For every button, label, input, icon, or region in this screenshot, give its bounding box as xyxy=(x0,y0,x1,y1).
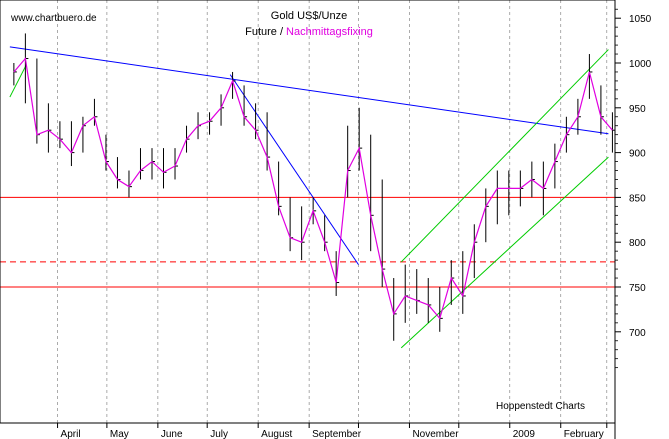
y-tick-label: 900 xyxy=(629,149,646,160)
y-tick-label: 1050 xyxy=(629,14,652,25)
horizontal-levels xyxy=(0,196,615,288)
watermark: www.chartbuero.de xyxy=(10,13,97,24)
subtitle-highlight: Nachmittagsfixing xyxy=(286,26,373,38)
x-tick-label: February xyxy=(564,429,604,439)
x-tick-label: August xyxy=(261,429,292,439)
chart-subtitle: Future / Nachmittagsfixing xyxy=(245,26,373,38)
source-label: Hoppenstedt Charts xyxy=(496,401,585,412)
trend-line xyxy=(400,49,609,263)
y-tick-label: 1000 xyxy=(629,59,652,70)
trend-line xyxy=(229,74,359,265)
x-axis-ticks: April May June July August September November 2… xyxy=(57,423,608,439)
y-tick-label: 800 xyxy=(629,238,646,249)
x-tick-label: April xyxy=(61,429,81,439)
chart-title: Gold US$/Unze xyxy=(271,10,347,22)
grid xyxy=(57,0,608,423)
x-tick-label: 2009 xyxy=(513,429,536,439)
y-axis-ticks: 1050 1000 950 900 850 800 750 700 xyxy=(615,8,652,369)
y-tick-label: 850 xyxy=(629,193,646,204)
trend-line xyxy=(9,64,27,98)
x-tick-label: September xyxy=(312,429,362,439)
x-tick-label: May xyxy=(110,429,129,439)
x-tick-label: June xyxy=(161,429,183,439)
trend-line xyxy=(400,156,609,349)
y-tick-label: 950 xyxy=(629,104,646,115)
y-tick-label: 750 xyxy=(629,283,646,294)
fixing-line xyxy=(13,57,613,320)
y-tick-label: 700 xyxy=(629,328,646,339)
x-tick-label: November xyxy=(412,429,459,439)
trend-line xyxy=(9,46,609,135)
x-tick-label: July xyxy=(210,429,228,439)
subtitle-prefix: Future / xyxy=(245,26,284,38)
trend-lines xyxy=(9,46,609,349)
